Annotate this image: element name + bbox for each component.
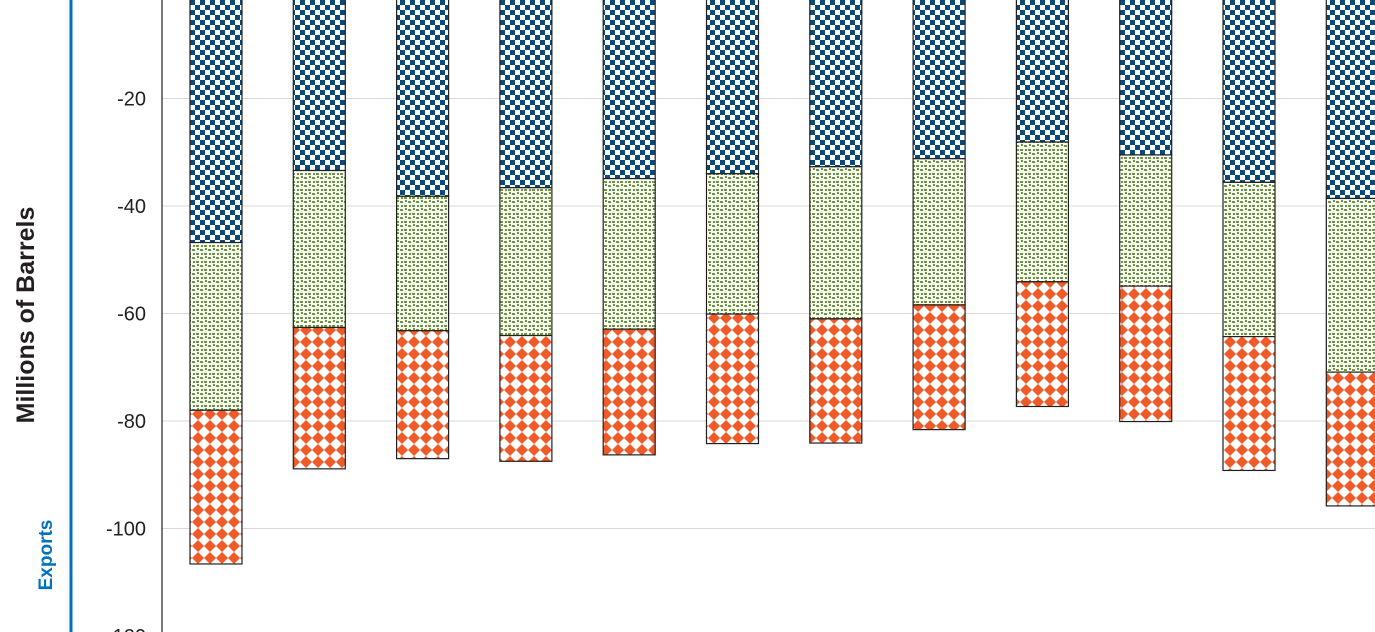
bar-segment-orange — [602, 328, 656, 456]
bar-segment-orange — [912, 304, 966, 431]
bar-segment-dark-blue — [705, 0, 760, 175]
bar-segment-dark-blue — [189, 0, 243, 244]
bar-segment-dark-blue — [1325, 0, 1375, 200]
bar-segment-dark-blue — [396, 0, 450, 197]
y-tick-label: -40 — [117, 196, 146, 218]
y-tick-labels: -20 -40 -60 -80 -100 -120 — [106, 89, 146, 632]
y-axis-label: Millions of Barrels — [12, 207, 40, 424]
bar-segment-orange — [292, 326, 346, 470]
bar-segment-green — [1119, 154, 1173, 287]
bar-segment-dark-blue — [1222, 0, 1276, 183]
bar-segment-orange — [1222, 336, 1276, 472]
bar-segment-orange — [499, 334, 553, 462]
bar-segment-green — [1325, 197, 1375, 373]
gridlines — [162, 98, 1375, 529]
bar-segment-green — [809, 166, 863, 320]
bar-segment-dark-blue — [499, 0, 553, 189]
bar-segment-dark-blue — [912, 0, 966, 160]
bar-segment-dark-blue — [292, 0, 346, 172]
bar-segment-green — [189, 241, 243, 411]
bar-segment-green — [912, 158, 966, 306]
bar-segment-orange — [189, 409, 243, 565]
section-label-exports: Exports — [36, 520, 57, 591]
bar-segment-green — [292, 169, 346, 329]
bar-segment-green — [1015, 141, 1070, 283]
bars — [189, 0, 1375, 565]
bar-segment-orange — [1015, 281, 1070, 408]
bar-segment-dark-blue — [1015, 0, 1070, 143]
bar-segment-dark-blue — [809, 0, 863, 168]
bar-segment-orange — [809, 318, 863, 444]
bar-segment-dark-blue — [602, 0, 656, 180]
y-tick-label: -20 — [117, 89, 146, 111]
bar-segment-green — [499, 187, 553, 337]
bar-segment-orange — [1325, 371, 1375, 507]
bar-segment-orange — [1119, 285, 1173, 423]
bar-segment-orange — [396, 330, 450, 460]
bar-segment-dark-blue — [1119, 0, 1173, 156]
y-tick-label: -60 — [117, 304, 146, 326]
bar-segment-green — [1222, 181, 1276, 338]
y-tick-label: -120 — [106, 626, 146, 632]
bar-segment-green — [396, 195, 450, 332]
y-tick-label: -100 — [106, 519, 146, 541]
bar-segment-green — [602, 177, 656, 330]
bar-segment-orange — [705, 313, 760, 445]
bar-segment-green — [705, 173, 760, 315]
y-tick-label: -80 — [117, 411, 146, 433]
